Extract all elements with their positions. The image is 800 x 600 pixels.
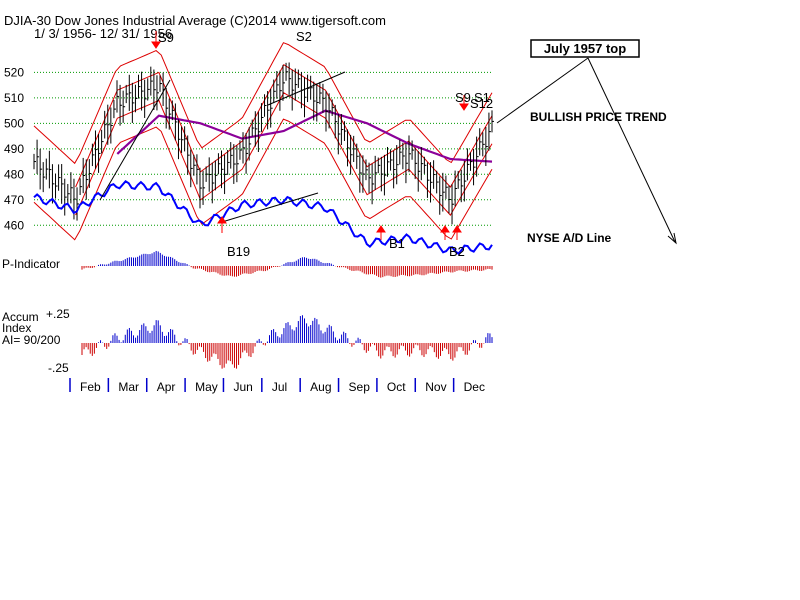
- x-tick-label: Oct: [387, 380, 406, 394]
- lower-band: [33, 118, 493, 241]
- p-indicator-histogram: [81, 250, 493, 278]
- x-tick-label: Nov: [425, 380, 446, 394]
- signal-b2: B2: [449, 244, 465, 259]
- callout-arrow-1: [496, 57, 589, 124]
- y-axis-ticks: 520 510 500 490 480 470 460: [4, 65, 24, 232]
- trendline-low: [221, 192, 319, 223]
- x-tick-label: Dec: [464, 380, 485, 394]
- callout-box: [530, 39, 640, 58]
- x-tick-label: Mar: [118, 380, 139, 394]
- signal-s1-dec: S1: [474, 90, 490, 105]
- chart-date-range: 1/ 3/ 1956- 12/ 31/ 1956: [34, 26, 172, 41]
- y-tick-label: 460: [4, 218, 24, 232]
- accum-top-tick: +.25: [46, 307, 70, 321]
- x-axis: Feb Mar Apr May Jun Jul Aug Sep Oct Nov Dec: [69, 378, 485, 394]
- x-tick-label: Feb: [80, 380, 101, 394]
- signal-b1: B1: [389, 236, 405, 251]
- accum-bottom-tick: -.25: [48, 361, 69, 375]
- callout-arrowhead: [667, 232, 677, 245]
- chart-title: DJIA-30 Dow Jones Industrial Average (C)…: [4, 13, 386, 28]
- signal-s9-apr: S9: [158, 30, 174, 45]
- signal-arrows: [151, 31, 469, 240]
- x-tick-label: Jul: [272, 380, 287, 394]
- price-bars: [33, 62, 494, 225]
- y-tick-label: 490: [4, 142, 24, 156]
- callout-text: July 1957 top: [544, 41, 626, 56]
- x-tick-label: May: [195, 380, 218, 394]
- callout-arrow-2: [587, 57, 676, 243]
- ad-line: [33, 180, 493, 255]
- p-indicator-label: P-Indicator: [2, 257, 60, 271]
- accum-histogram: [81, 315, 493, 369]
- moving-average: [116, 109, 493, 163]
- inner-upper-band: [75, 63, 493, 188]
- signal-s9-dec: S9: [455, 90, 471, 105]
- trendline-rise: [99, 79, 171, 201]
- trendline-mid: [267, 71, 346, 106]
- accum-label: Accum: [2, 310, 39, 324]
- nyse-ad-line: [33, 180, 493, 255]
- signal-s12-dec: S12: [470, 96, 493, 111]
- ai-label: AI= 90/200: [2, 333, 61, 347]
- x-tick-label: Jun: [233, 380, 252, 394]
- y-tick-label: 480: [4, 167, 24, 181]
- index-label: Index: [2, 321, 31, 335]
- x-tick-label: Apr: [157, 380, 176, 394]
- bullish-trend-label: BULLISH PRICE TREND: [530, 110, 667, 124]
- y-tick-label: 520: [4, 65, 24, 79]
- signal-s2-jul: S2: [296, 29, 312, 44]
- x-tick-label: Aug: [310, 380, 331, 394]
- upper-band: [33, 42, 493, 165]
- y-tick-label: 470: [4, 193, 24, 207]
- x-tick-label: Sep: [349, 380, 371, 394]
- price-bands: [33, 42, 493, 241]
- y-tick-label: 510: [4, 91, 24, 105]
- y-tick-label: 500: [4, 116, 24, 130]
- ad-line-label: NYSE A/D Line: [527, 231, 612, 245]
- inner-lower-band: [75, 92, 493, 216]
- signal-b19: B19: [227, 244, 250, 259]
